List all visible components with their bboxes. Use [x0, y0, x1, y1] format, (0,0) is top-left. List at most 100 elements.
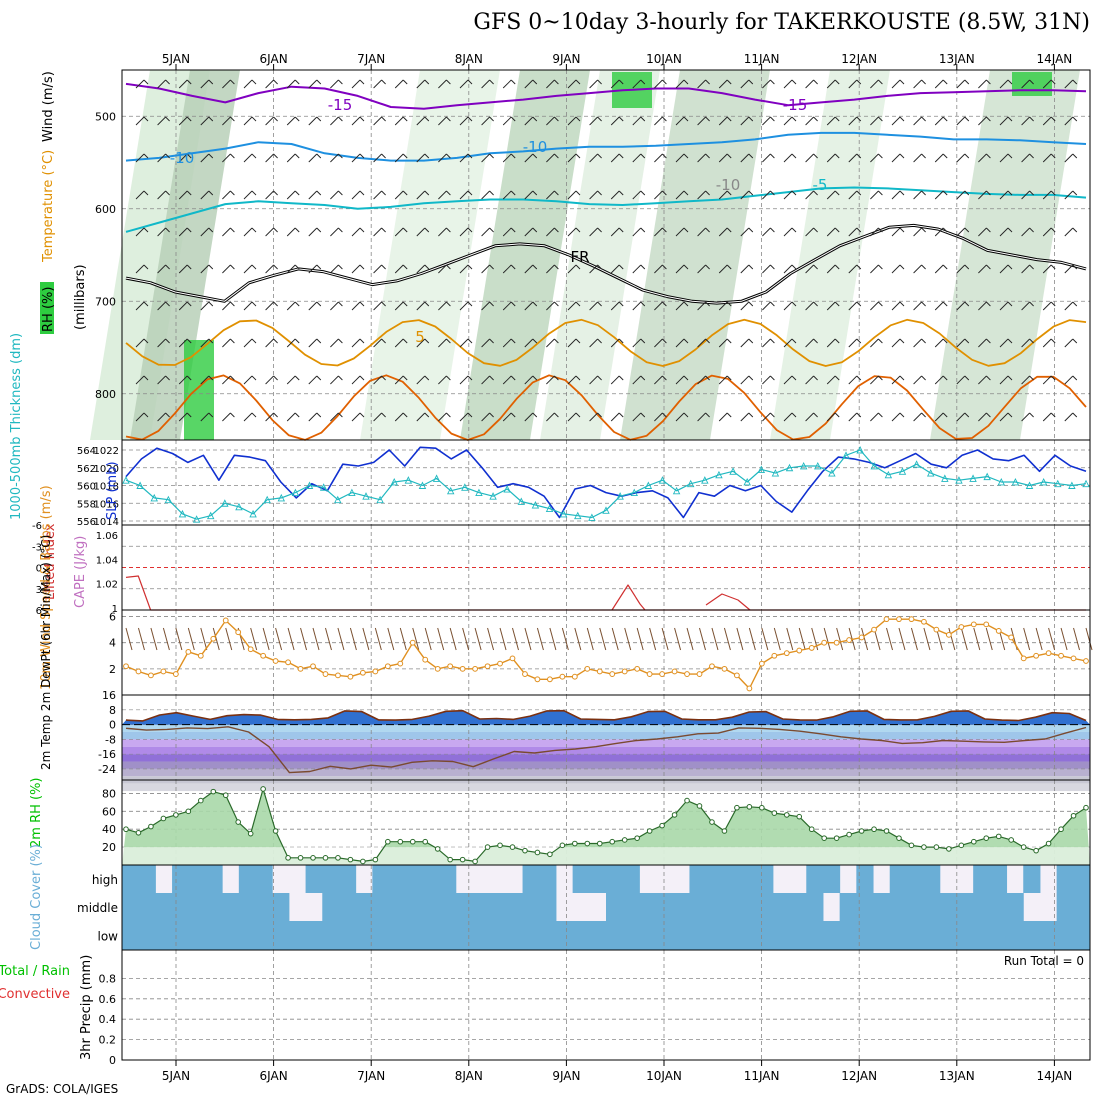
wind-barb	[805, 412, 814, 422]
wind-barb-flag	[575, 338, 581, 344]
wind-barb	[178, 412, 188, 422]
temp-shading-band	[122, 768, 1090, 777]
wind-barb	[848, 227, 858, 237]
wind-barb	[956, 375, 966, 385]
wind-barb	[308, 412, 318, 422]
wind-barb	[200, 227, 210, 237]
wind-barb	[978, 227, 987, 237]
wind-barb	[438, 116, 447, 126]
wind-barb	[934, 375, 944, 385]
cloud-cell	[839, 893, 857, 921]
wind-barb	[157, 375, 166, 385]
cloud-cell	[389, 893, 407, 921]
wind-barb-flag	[294, 153, 300, 159]
wind-barb	[611, 627, 619, 651]
wind-barb-flag	[532, 227, 538, 233]
wind-barb	[243, 264, 253, 274]
contour-label: -10	[523, 138, 548, 156]
cloud-cell	[539, 921, 557, 950]
wind-barb	[135, 301, 145, 311]
wind-barb-flag	[878, 264, 883, 270]
wind-barb	[546, 264, 555, 274]
slp-frame	[121, 439, 1091, 526]
wind-barb	[783, 116, 793, 126]
wind-barb	[330, 116, 339, 126]
wind-barb-flag	[726, 338, 732, 344]
wind-barb	[956, 79, 966, 89]
wind-speed-point	[210, 635, 217, 642]
wind-barb-flag	[381, 79, 386, 85]
wind-barb-flag	[446, 375, 451, 381]
wind-barb-flag	[273, 375, 278, 381]
cloud-cell	[873, 921, 891, 950]
wind-barb	[459, 227, 469, 237]
wind-barb-flag	[662, 264, 667, 270]
cloud-cell	[522, 921, 540, 950]
cape-tick-label: 1	[112, 604, 118, 615]
wind-barb	[740, 338, 750, 348]
wind-barb	[312, 627, 320, 651]
wind-speed-point	[634, 665, 641, 672]
wind-barb-flag	[662, 153, 667, 159]
wind-barb-flag	[230, 264, 235, 270]
wind-barb	[459, 116, 469, 126]
cloud-cell	[856, 865, 874, 893]
wind-barb-flag	[230, 116, 235, 122]
wind-barb-flag	[554, 79, 559, 85]
wind-barb	[675, 301, 685, 311]
wind-barb	[308, 338, 318, 348]
wind-barb-flag	[424, 190, 430, 196]
cloud-cell	[122, 921, 140, 950]
wind-barb-flag	[748, 412, 754, 418]
wind-barb-flag	[964, 190, 970, 196]
wind-barb	[546, 116, 555, 126]
wind-barb-flag	[770, 301, 775, 307]
wind-barb	[157, 264, 166, 274]
wind-barb	[524, 412, 534, 422]
wind-barb-flag	[489, 227, 494, 233]
wind-barb-flag	[597, 264, 602, 270]
wind-barb-flag	[165, 375, 170, 381]
wind-barb	[135, 264, 145, 274]
wind-barb-flag	[316, 375, 322, 381]
rh-point	[347, 856, 354, 863]
wind-speed-point	[372, 668, 379, 675]
wind-barb	[286, 264, 296, 274]
wind-barb-flag	[1007, 412, 1013, 418]
cloud-cell	[939, 921, 957, 950]
wind-barb-flag	[964, 338, 970, 344]
wind-barb	[654, 190, 663, 200]
wind-barb	[675, 227, 685, 237]
wind-barb-flag	[489, 79, 494, 85]
cloud-cell	[122, 865, 140, 893]
wind-barb	[826, 264, 836, 274]
wind-barb-flag	[683, 153, 689, 159]
wind-barb-flag	[1007, 264, 1013, 270]
wind-barb	[934, 338, 944, 348]
wind-barb	[200, 301, 210, 311]
cloud-axis-label: Cloud Cover (%)	[29, 844, 44, 950]
rh-point	[198, 797, 204, 804]
wind-barb	[956, 227, 966, 237]
cloud-cell	[539, 893, 557, 921]
thickness-point	[828, 469, 836, 477]
cloud-cell	[372, 893, 390, 921]
wind-barb	[394, 79, 404, 89]
wind-barb	[308, 79, 318, 89]
cloud-cell	[739, 921, 757, 950]
cloud-cell	[789, 921, 807, 950]
wind-barb-flag	[316, 301, 322, 307]
wind-barb-flag	[640, 79, 646, 85]
date-tick-label: 13JAN	[939, 52, 975, 66]
wind-barb-flag	[402, 153, 408, 159]
wind-barb	[1048, 627, 1056, 651]
wind-barb	[349, 627, 357, 651]
wind-barb-flag	[899, 153, 905, 159]
wind-barb	[574, 627, 582, 651]
precip-convective-label: Convective	[0, 987, 70, 1002]
wind-barb-flag	[316, 338, 322, 344]
wind-barb-flag	[878, 153, 883, 159]
wind-barb	[524, 190, 534, 200]
wind-barb	[761, 627, 769, 651]
cloud-cell	[305, 921, 323, 950]
